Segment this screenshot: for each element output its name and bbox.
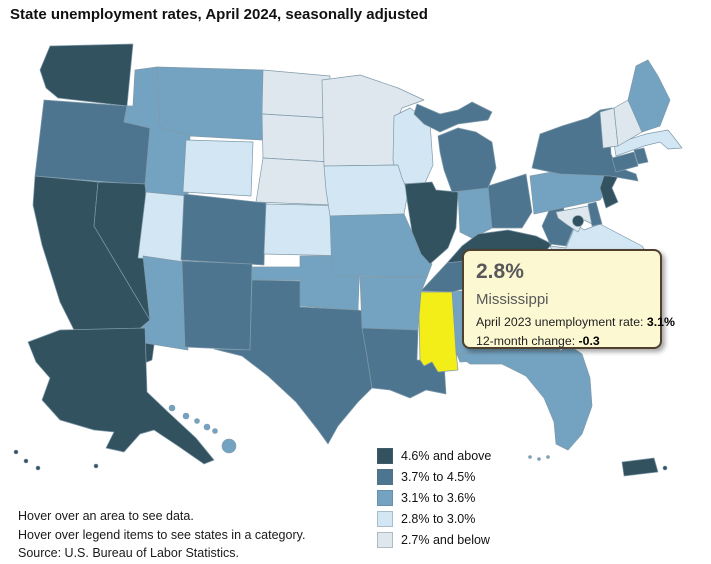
page-title: State unemployment rates, April 2024, se… bbox=[10, 6, 428, 23]
state-CT[interactable] bbox=[611, 151, 639, 173]
state-ME[interactable] bbox=[627, 59, 671, 133]
state-TX[interactable] bbox=[213, 279, 373, 445]
legend-swatch-3 bbox=[377, 510, 393, 527]
legend-item-2[interactable]: 3.1% to 3.6% bbox=[377, 487, 491, 508]
state-PR[interactable] bbox=[662, 465, 668, 471]
state-FL[interactable] bbox=[528, 455, 532, 459]
legend-label-0: 4.6% and above bbox=[401, 448, 492, 463]
legend-swatch-2 bbox=[377, 489, 393, 506]
state-DC[interactable] bbox=[572, 215, 584, 227]
legend-label-1: 3.7% to 4.5% bbox=[401, 469, 476, 484]
state-AK[interactable] bbox=[35, 465, 41, 471]
state-PR[interactable] bbox=[621, 457, 659, 477]
state-ND[interactable] bbox=[261, 69, 331, 119]
state-MI[interactable] bbox=[437, 127, 497, 193]
footer-source: Source: U.S. Bureau of Labor Statistics. bbox=[18, 546, 239, 560]
state-IA[interactable] bbox=[323, 164, 409, 217]
legend-label-3: 2.8% to 3.0% bbox=[401, 511, 476, 526]
legend-item-3[interactable]: 2.8% to 3.0% bbox=[377, 508, 491, 529]
map-tooltip: 2.8% Mississippi April 2023 unemployment… bbox=[462, 249, 675, 349]
tooltip-state-name: Mississippi bbox=[476, 291, 549, 308]
legend-item-1[interactable]: 3.7% to 4.5% bbox=[377, 466, 491, 487]
state-OH[interactable] bbox=[487, 173, 533, 229]
state-AK[interactable] bbox=[93, 463, 99, 469]
state-HI[interactable] bbox=[168, 404, 176, 412]
footer-hint-hover-legend: Hover over legend items to see states in… bbox=[18, 527, 306, 542]
legend-item-0[interactable]: 4.6% and above bbox=[377, 445, 491, 466]
state-FL[interactable] bbox=[455, 345, 593, 451]
state-AR[interactable] bbox=[359, 276, 428, 331]
state-MI[interactable] bbox=[413, 101, 493, 133]
state-NM[interactable] bbox=[181, 260, 253, 351]
state-UT[interactable] bbox=[137, 191, 189, 263]
legend-item-4[interactable]: 2.7% and below bbox=[377, 529, 491, 550]
state-HI[interactable] bbox=[194, 418, 200, 424]
legend-swatch-1 bbox=[377, 468, 393, 485]
state-DE[interactable] bbox=[587, 201, 603, 227]
legend-swatch-4 bbox=[377, 531, 393, 548]
state-AK[interactable] bbox=[13, 449, 19, 455]
state-FL[interactable] bbox=[546, 455, 550, 459]
state-HI[interactable] bbox=[182, 412, 190, 420]
state-MT[interactable] bbox=[156, 66, 264, 141]
state-CO[interactable] bbox=[180, 193, 267, 266]
state-WY[interactable] bbox=[182, 139, 254, 197]
state-AZ[interactable] bbox=[125, 255, 189, 351]
state-MS[interactable] bbox=[418, 291, 459, 373]
state-SD[interactable] bbox=[261, 113, 331, 163]
state-HI[interactable] bbox=[221, 438, 237, 454]
footer-hint-hover-area: Hover over an area to see data. bbox=[18, 509, 194, 523]
state-AK[interactable] bbox=[23, 458, 29, 464]
tooltip-prior-rate: April 2023 unemployment rate: 3.1% bbox=[476, 315, 675, 329]
state-HI[interactable] bbox=[212, 428, 218, 434]
legend-swatch-0 bbox=[377, 447, 393, 464]
state-HI[interactable] bbox=[203, 423, 211, 431]
state-IL[interactable] bbox=[404, 181, 459, 265]
state-LA[interactable] bbox=[361, 327, 447, 399]
state-AK[interactable] bbox=[27, 327, 215, 465]
tooltip-rate-value: 2.8% bbox=[476, 260, 524, 283]
map-legend: 4.6% and above 3.7% to 4.5% 3.1% to 3.6%… bbox=[377, 445, 491, 550]
footer-notes: Hover over an area to see data. Hover ov… bbox=[18, 507, 305, 563]
state-IN[interactable] bbox=[457, 185, 493, 239]
legend-label-4: 2.7% and below bbox=[401, 532, 490, 547]
state-FL[interactable] bbox=[537, 457, 541, 461]
state-WA[interactable] bbox=[39, 43, 134, 107]
state-RI[interactable] bbox=[633, 147, 649, 165]
tooltip-12mo-change: 12-month change: -0.3 bbox=[476, 334, 600, 348]
state-MA[interactable] bbox=[613, 129, 683, 157]
state-WI[interactable] bbox=[392, 107, 434, 185]
legend-label-2: 3.1% to 3.6% bbox=[401, 490, 476, 505]
